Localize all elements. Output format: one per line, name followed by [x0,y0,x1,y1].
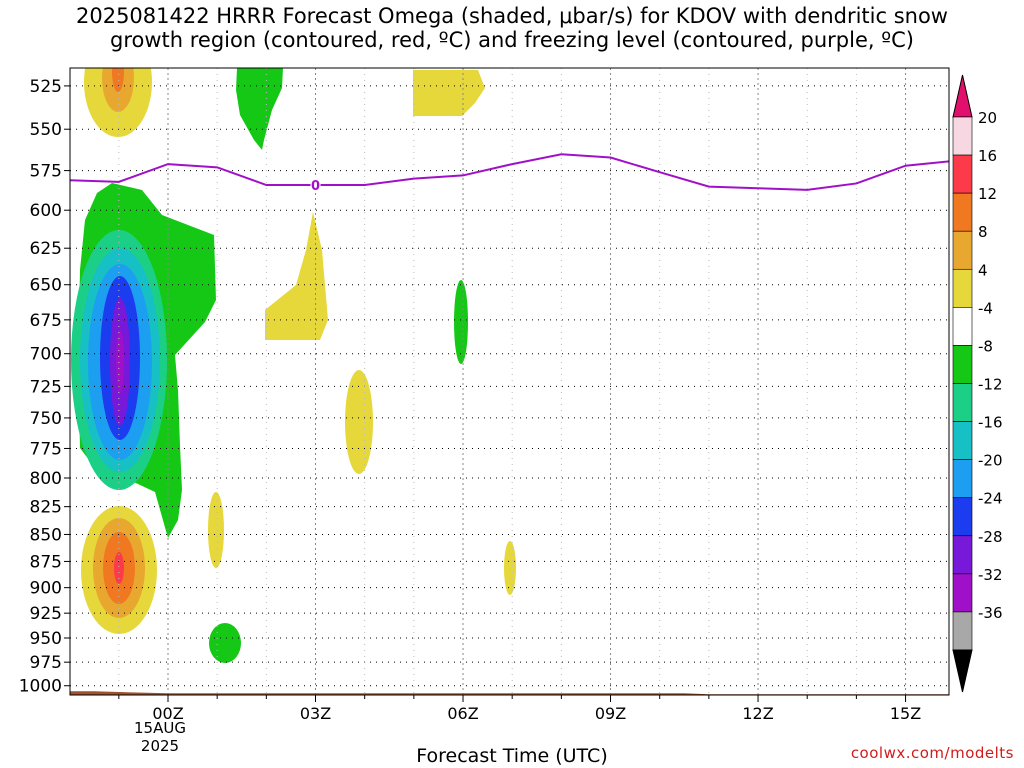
colorbar-label: 4 [978,261,988,279]
colorbar-swatch [952,268,973,308]
colorbar-label: 8 [978,223,988,241]
x-tick-label: 00Z [152,704,183,723]
colorbar-label: 16 [978,147,997,165]
x-tick-label: 12Z [742,704,773,723]
watermark: coolwx.com/modelts [850,744,1014,762]
y-tick-label: 625 [30,239,62,259]
x-tick-label: 06Z [447,704,478,723]
colorbar-swatch [952,307,973,346]
colorbar-bottom-arrow [952,649,973,693]
ground-surface [70,691,949,695]
omega-shading [71,68,516,663]
colorbar-swatch [952,345,973,384]
colorbar-label: -28 [978,528,1003,546]
colorbar-label: -12 [978,376,1003,394]
y-tick-label: 825 [30,498,62,518]
colorbar-label: -36 [978,604,1003,622]
colorbar-swatch [952,383,973,422]
date-label: 15AUG 2025 [120,719,200,755]
x-tick-label: 03Z [300,704,331,723]
omega-up-upper-12 [112,68,124,92]
colorbar-swatch [952,573,973,613]
y-tick-label: 900 [30,579,62,599]
colorbar-swatch [952,192,973,232]
omega-down-top-streak [236,68,283,150]
omega-up-01z [208,492,224,568]
y-tick-label: 600 [30,201,62,221]
omega-up-03z [265,212,328,340]
y-tick-label: 925 [30,604,62,624]
plot-frame [69,67,950,696]
colorbar-swatch [952,421,973,460]
y-tick-label: 700 [30,345,62,365]
colorbar-label: 20 [978,109,997,127]
colorbar-swatch [952,611,973,651]
x-axis: 00Z 03Z 06Z 09Z 12Z 15Z [118,695,921,723]
omega-down-main-28 [116,330,124,394]
colorbar-label: 12 [978,185,997,203]
freezing-level-line [70,153,949,191]
y-axis: 525 550 575 600 625 650 675 700 725 750 775 800 825 8… [19,77,70,697]
date-label-year: 2025 [140,737,180,755]
y-tick-label: 800 [30,469,62,489]
omega-up-lower-16 [114,552,124,584]
colorbar-label: -32 [978,566,1003,584]
gridlines [70,68,949,695]
colorbar-swatch [952,535,973,575]
omega-down-01z-low [209,623,241,663]
colorbar-swatch [952,230,973,270]
ground-fill [70,691,949,695]
y-tick-label: 1000 [19,677,62,697]
y-tick-label: 550 [30,120,62,140]
freezing-level-label: 0 [311,179,320,194]
y-tick-label: 950 [30,629,62,649]
colorbar-label: -16 [978,414,1003,432]
omega-down-06z [454,280,468,364]
y-tick-label: 675 [30,311,62,331]
x-tick-label: 15Z [890,704,921,723]
y-tick-label: 650 [30,276,62,296]
title-line-1: 2025081422 HRRR Forecast Omega (shaded, … [75,4,948,28]
colorbar-legend: 20 16 12 8 4 -4 -8 -12 -16 -20 -24 -28 -32 -36 [952,74,1003,693]
y-tick-label: 750 [30,409,62,429]
freezing-level-label-bg [310,177,321,192]
y-tick-label: 575 [30,162,62,182]
y-tick-label: 975 [30,653,62,673]
colorbar-label: -4 [978,299,993,317]
x-tick-label: 09Z [595,704,626,723]
omega-up-04z [345,370,373,474]
y-tick-label: 725 [30,377,62,397]
colorbar-swatch [952,154,973,194]
omega-up-top-06z [413,70,485,116]
omega-up-07z [504,541,516,595]
y-tick-label: 850 [30,525,62,545]
colorbar-label: -24 [978,490,1003,508]
freezing-level-contour: 0 [70,153,949,194]
colorbar-swatch [952,459,973,499]
colorbar-swatch [952,116,973,156]
y-tick-label: 525 [30,77,62,97]
y-tick-label: 875 [30,552,62,572]
colorbar-label: -20 [978,452,1003,470]
colorbar-label: -8 [978,337,993,355]
chart-title: 2025081422 HRRR Forecast Omega (shaded, … [0,4,1024,52]
colorbar-swatch [952,497,973,537]
date-label-day: 15AUG [134,719,186,737]
x-axis-label: Forecast Time (UTC) [416,745,608,767]
title-line-2: growth region (contoured, red, ºC) and f… [110,28,914,52]
colorbar-top-arrow [952,74,973,118]
y-tick-label: 775 [30,439,62,459]
